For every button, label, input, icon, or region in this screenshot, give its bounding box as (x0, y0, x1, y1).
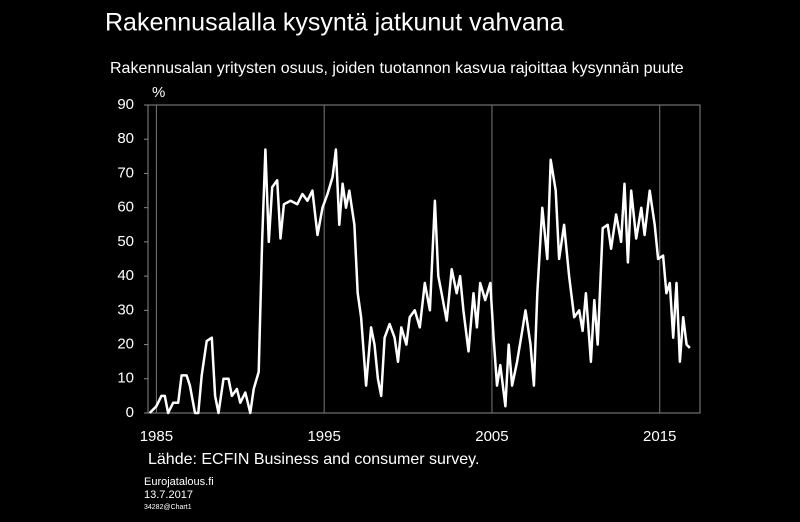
y-tick-label: 10 (117, 370, 134, 387)
chart-subtitle: Rakennusalan yritysten osuus, joiden tuo… (110, 60, 684, 77)
footer: Eurojatalous.fi (144, 476, 214, 488)
line (148, 148, 691, 415)
y-tick-label: 0 (126, 404, 134, 421)
chart-title: Rakennusalalla kysyntä jatkunut vahvana (105, 9, 564, 37)
y-tick-label: 20 (117, 336, 134, 353)
source: Lähde: ECFIN Business and consumer surve… (148, 451, 479, 468)
footer: 34282@Chart1 (144, 504, 192, 511)
x-tick-label: 2015 (643, 428, 676, 445)
y-tick-label: 30 (117, 301, 134, 318)
footer: 13.7.2017 (144, 489, 193, 501)
x-tick-label: 1995 (307, 428, 340, 445)
y-tick-label: 50 (117, 233, 134, 250)
y-tick-label: 70 (117, 164, 134, 181)
y-tick-label: 40 (117, 267, 134, 284)
plot-frame (147, 104, 701, 414)
y-axis-label: % (152, 84, 165, 101)
y-tick-label: 60 (117, 199, 134, 216)
y-tick-label: 80 (117, 130, 134, 147)
x-tick-label: 1985 (140, 428, 173, 445)
y-tick-label: 90 (117, 96, 134, 113)
x-tick-label: 2005 (475, 428, 508, 445)
